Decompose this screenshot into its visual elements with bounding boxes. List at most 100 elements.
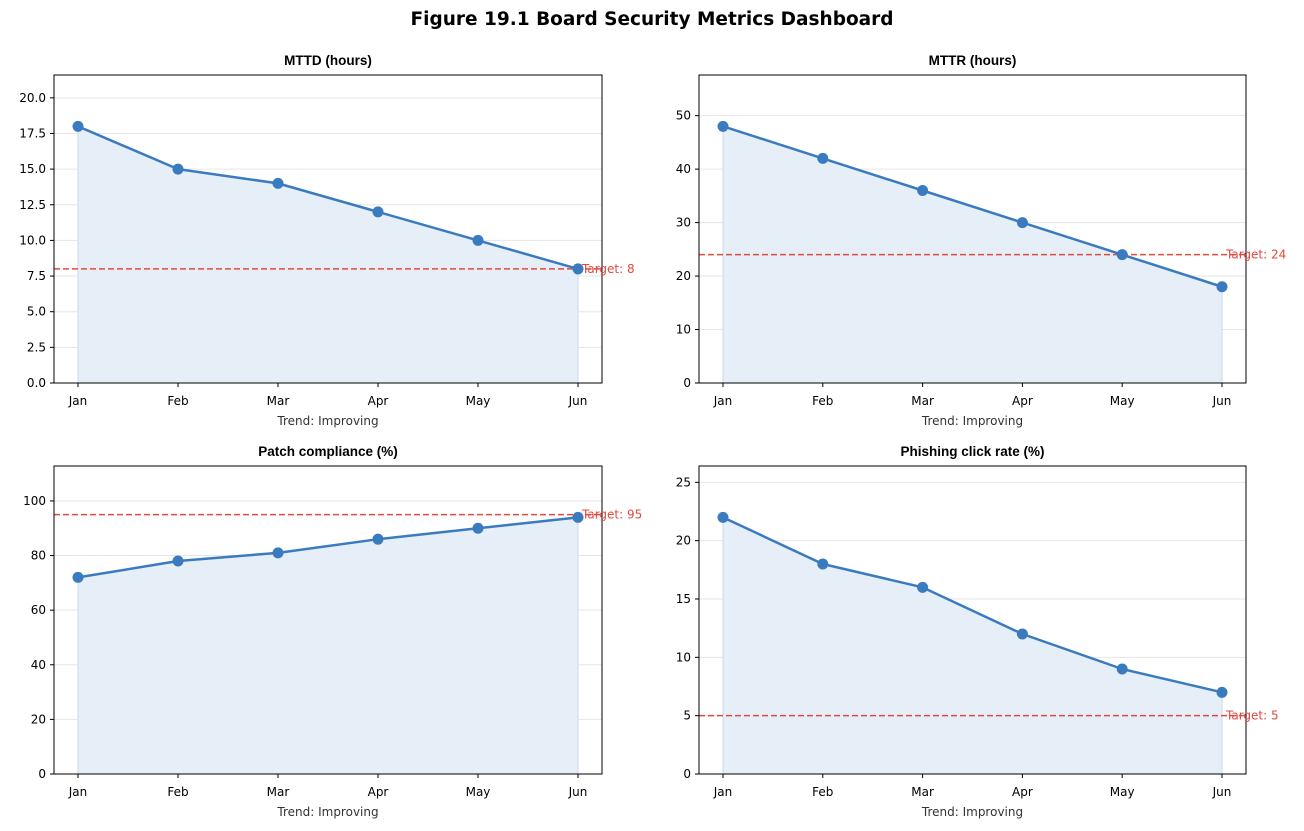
target-label: Target: 5 — [1225, 709, 1279, 723]
x-axis-label: Trend: Improving — [921, 805, 1023, 819]
data-point — [1016, 217, 1028, 229]
x-tick-label: Jun — [568, 394, 588, 408]
y-tick-label: 20 — [676, 534, 691, 548]
data-point — [1116, 663, 1128, 675]
x-tick-label: Mar — [911, 394, 934, 408]
chart-panel-4: 0 5 10 15 20 25 Jan Feb Mar Apr May Jun Phishing cli… — [676, 444, 1279, 819]
data-point — [917, 581, 929, 593]
y-tick-label: 5.0 — [27, 305, 46, 319]
data-point — [1216, 686, 1228, 698]
y-tick-label: 80 — [31, 549, 46, 563]
area-fill — [77, 125, 579, 384]
x-axis-label: Trend: Improving — [276, 805, 378, 819]
y-tick-label: 15 — [676, 592, 691, 606]
chart-title: MTTR (hours) — [929, 53, 1017, 68]
y-tick-label: 20 — [31, 712, 46, 726]
data-point — [572, 263, 584, 275]
x-tick-label: Mar — [267, 785, 290, 799]
y-tick-label: 0 — [38, 767, 46, 781]
y-tick-label: 10 — [676, 650, 691, 664]
chart-panel-1: 0.0 2.5 5.0 7.5 10.0 12.5 15.0 17.5 20.0 Jan Feb Ma… — [19, 53, 634, 428]
data-point — [372, 533, 384, 545]
x-axis-label: Trend: Improving — [276, 414, 378, 428]
x-tick-label: Apr — [1012, 785, 1033, 799]
chart-panel-3: 0 20 40 60 80 100 Jan Feb Mar Apr May Jun Patch comp… — [23, 444, 642, 819]
x-tick-label: Apr — [1012, 394, 1033, 408]
data-point — [717, 511, 729, 523]
chart-panel-2: 0 10 20 30 40 50 Jan Feb Mar Apr May Jun MTTR (hours… — [676, 53, 1287, 428]
x-tick-label: May — [1110, 785, 1135, 799]
plot-frame — [53, 465, 603, 775]
x-tick-label: Jun — [1212, 394, 1232, 408]
x-tick-label: Apr — [368, 394, 389, 408]
area-fill — [722, 516, 1223, 775]
y-tick-label: 30 — [676, 216, 691, 230]
x-tick-label: Jan — [713, 785, 733, 799]
data-point — [72, 571, 84, 583]
data-point — [917, 185, 929, 196]
y-tick-label: 25 — [676, 475, 691, 489]
plot-frame — [698, 465, 1247, 775]
series-line — [77, 125, 579, 271]
y-tick-label: 60 — [31, 603, 46, 617]
x-tick-label: Feb — [812, 394, 833, 408]
y-tick-label: 0.0 — [27, 376, 46, 390]
x-tick-label: Feb — [167, 394, 188, 408]
target-label: Target: 24 — [1225, 248, 1286, 262]
data-point — [1016, 628, 1028, 640]
x-tick-label: Jan — [68, 394, 88, 408]
y-tick-label: 10 — [676, 323, 691, 337]
data-point — [272, 547, 284, 559]
plot-frame — [53, 74, 603, 384]
data-point — [72, 120, 84, 132]
x-tick-label: May — [466, 394, 491, 408]
x-tick-label: Jun — [568, 785, 588, 799]
plot-frame — [698, 74, 1247, 384]
y-tick-label: 50 — [676, 109, 691, 123]
y-tick-label: 40 — [676, 162, 691, 176]
x-tick-label: Mar — [911, 785, 934, 799]
chart-title: MTTD (hours) — [284, 53, 372, 68]
data-point — [472, 522, 484, 534]
data-point — [717, 120, 729, 132]
data-point — [817, 558, 829, 570]
y-tick-label: 5 — [683, 709, 691, 723]
y-tick-label: 15.0 — [19, 162, 46, 176]
x-tick-label: Jun — [1212, 785, 1232, 799]
y-tick-label: 0 — [683, 767, 691, 781]
data-point — [1116, 249, 1128, 261]
y-tick-label: 20.0 — [19, 91, 46, 105]
y-tick-label: 7.5 — [27, 269, 46, 283]
series-line — [722, 516, 1223, 694]
x-tick-label: Jan — [68, 785, 88, 799]
chart-title: Patch compliance (%) — [258, 444, 398, 459]
data-point — [172, 163, 184, 175]
data-point — [1216, 281, 1228, 293]
figure-title: Figure 19.1 Board Security Metrics Dashb… — [410, 9, 894, 30]
x-tick-label: Feb — [812, 785, 833, 799]
y-tick-label: 10.0 — [19, 233, 46, 247]
data-point — [172, 555, 184, 567]
x-axis-label: Trend: Improving — [921, 414, 1023, 428]
chart-title: Phishing click rate (%) — [900, 444, 1044, 459]
data-point — [572, 511, 584, 523]
data-point — [372, 206, 384, 218]
data-point — [817, 152, 829, 164]
y-tick-label: 100 — [23, 494, 46, 508]
data-point — [472, 234, 484, 246]
y-tick-label: 2.5 — [27, 340, 46, 354]
x-tick-label: May — [1110, 394, 1135, 408]
x-tick-label: May — [466, 785, 491, 799]
y-tick-label: 17.5 — [19, 126, 46, 140]
y-tick-label: 0 — [683, 376, 691, 390]
y-tick-label: 20 — [676, 269, 691, 283]
series-line — [77, 516, 579, 579]
x-tick-label: Jan — [713, 394, 733, 408]
x-tick-label: Apr — [368, 785, 389, 799]
target-label: Target: 95 — [581, 508, 642, 522]
target-label: Target: 8 — [581, 262, 635, 276]
x-tick-label: Feb — [167, 785, 188, 799]
y-tick-label: 40 — [31, 658, 46, 672]
y-tick-label: 12.5 — [19, 198, 46, 212]
